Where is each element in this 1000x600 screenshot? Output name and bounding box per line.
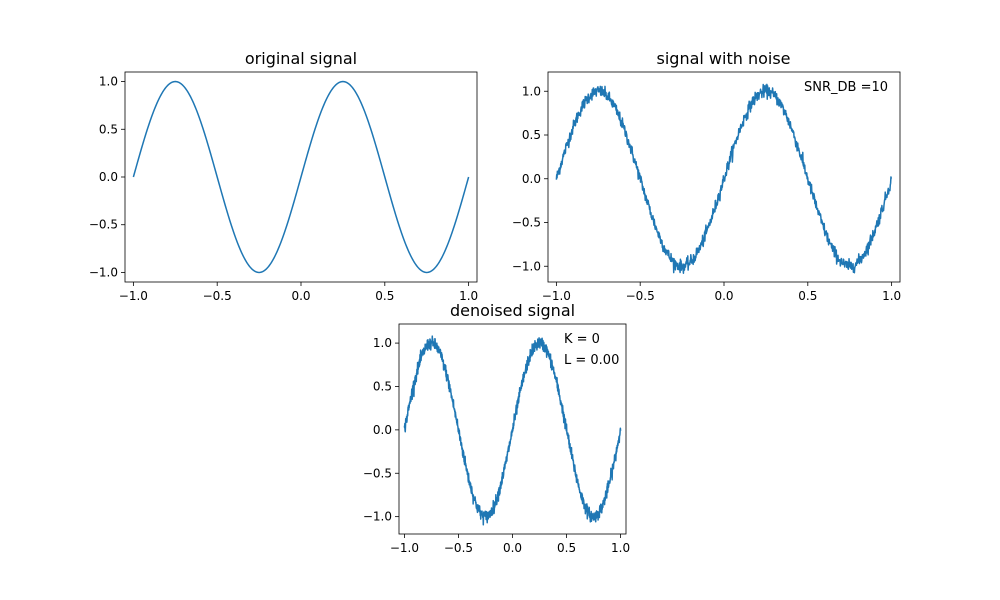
subplot-title: denoised signal xyxy=(450,301,575,320)
x-tick-label: 0.0 xyxy=(714,289,733,303)
subplot-signal-with-noise: signal with noise SNR_DB =10 −1.0 −0.5 0.0… xyxy=(512,49,901,303)
series-line xyxy=(132,80,470,274)
x-tick-label: −1.0 xyxy=(390,541,419,555)
y-tick-label: −0.5 xyxy=(363,466,392,480)
x-tick-label: 0.5 xyxy=(375,289,394,303)
x-tick-label: 1.0 xyxy=(459,289,478,303)
x-tick-label: 0.5 xyxy=(557,541,576,555)
x-tick-label: −0.5 xyxy=(203,289,232,303)
snr-annotation: SNR_DB =10 xyxy=(804,80,888,95)
y-tick-label: 0.5 xyxy=(373,379,392,393)
subplot-denoised-signal: denoised signal K = 0 L = 0.00 −1.0 −0.5 0… xyxy=(363,301,630,555)
subplot-title: signal with noise xyxy=(657,49,791,68)
y-tick-label: −0.5 xyxy=(89,218,118,232)
y-tick-label: 1.0 xyxy=(522,84,541,98)
subplot-title: original signal xyxy=(245,49,357,68)
y-tick-label: −1.0 xyxy=(512,259,541,273)
y-tick-label: −1.0 xyxy=(363,510,392,524)
series-line xyxy=(555,83,893,274)
x-tick-label: 1.0 xyxy=(611,541,630,555)
subplot-original-signal: original signal −1.0 −0.5 0.0 0.5 1.0 −1.0 −0.… xyxy=(89,49,478,303)
y-tick-label: 0.0 xyxy=(522,172,541,186)
x-tick-label: 0.0 xyxy=(291,289,310,303)
y-tick-label: −0.5 xyxy=(512,216,541,230)
y-tick-label: 0.0 xyxy=(99,170,118,184)
x-tick-label: −0.5 xyxy=(626,289,655,303)
x-tick-label: 0.5 xyxy=(798,289,817,303)
k-annotation: K = 0 xyxy=(564,332,600,347)
x-tick-label: −0.5 xyxy=(444,541,473,555)
y-tick-label: 0.0 xyxy=(373,423,392,437)
y-tick-label: 1.0 xyxy=(99,75,118,89)
y-tick-label: 1.0 xyxy=(373,336,392,350)
l-annotation: L = 0.00 xyxy=(564,353,619,368)
y-tick-label: 0.5 xyxy=(522,128,541,142)
y-tick-label: −1.0 xyxy=(89,265,118,279)
x-tick-label: −1.0 xyxy=(542,289,571,303)
series-line xyxy=(403,335,622,526)
x-tick-label: 1.0 xyxy=(882,289,901,303)
x-tick-label: −1.0 xyxy=(119,289,148,303)
y-tick-label: 0.5 xyxy=(99,122,118,136)
x-tick-label: 0.0 xyxy=(503,541,522,555)
